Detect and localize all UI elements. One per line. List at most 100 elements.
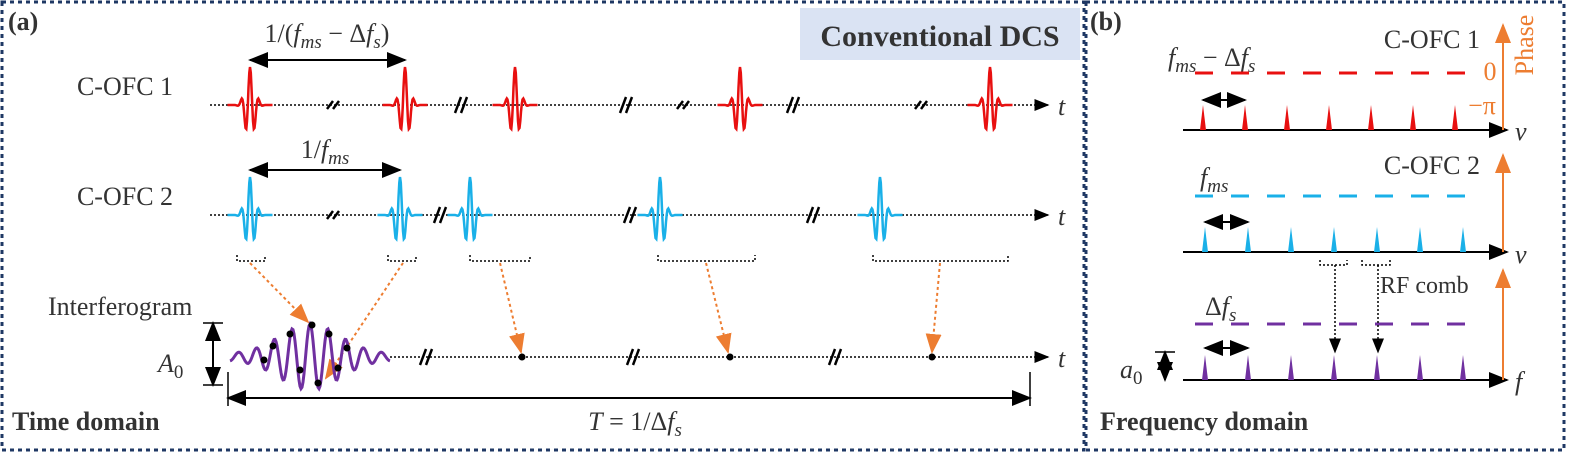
pulse: [492, 66, 538, 133]
comb-line: [1368, 105, 1374, 130]
comb-line: [1460, 355, 1466, 380]
axis-break: [628, 206, 638, 224]
axis-break: [618, 96, 628, 114]
comb-line: [1331, 227, 1337, 252]
comb-line: [1200, 105, 1206, 130]
orange-arrow: [249, 262, 310, 324]
axis-break: [682, 100, 690, 110]
axis-break: [432, 206, 442, 224]
sample-dot: [269, 342, 277, 350]
comb-line: [1374, 227, 1380, 252]
sample-dot: [286, 330, 294, 338]
axis-break: [438, 206, 448, 224]
comb2-label: C-OFC 2: [1384, 151, 1480, 180]
comb-line: [1331, 355, 1337, 380]
comb-line: [1245, 355, 1251, 380]
orange-arrow: [499, 262, 525, 354]
comb-line: [1460, 227, 1466, 252]
comb-line: [1417, 227, 1423, 252]
panel-b-border: [1084, 0, 1566, 452]
domain-label: Frequency domain: [1100, 407, 1309, 436]
sample-dot: [343, 344, 351, 352]
comb-line: [1202, 355, 1208, 380]
comb-line: [1410, 105, 1416, 130]
pulse: [382, 66, 428, 133]
orange-arrow: [925, 262, 942, 354]
sample-dot: [308, 321, 316, 329]
axis-break: [833, 348, 843, 366]
axis-break: [676, 100, 684, 110]
comb1-label: C-OFC 1: [77, 72, 173, 101]
axis-break: [418, 348, 428, 366]
axis-break: [459, 96, 469, 114]
period-label: 1/(fms − Δfs): [265, 19, 390, 53]
sample-dot: [325, 330, 333, 338]
interferogram-label: Interferogram: [48, 292, 192, 321]
axis-label: t: [1058, 344, 1066, 373]
phase-zero: 0: [1484, 57, 1497, 86]
axis-break: [424, 348, 434, 366]
comb-line: [1245, 227, 1251, 252]
comb-line: [1452, 105, 1458, 130]
pulse: [967, 66, 1013, 133]
bracket: [657, 255, 756, 262]
axis-break: [791, 96, 801, 114]
drawing: [203, 23, 1511, 406]
bracket: [469, 255, 531, 262]
amplitude-label: A0: [156, 349, 183, 383]
comb-line: [1202, 227, 1208, 252]
axis-break: [332, 210, 340, 220]
sample-dot: [296, 366, 304, 374]
pulse: [447, 176, 493, 243]
axis-break: [625, 348, 635, 366]
comb-line: [1288, 227, 1294, 252]
rep-label: 1/fms: [301, 135, 350, 169]
axis-label: t: [1058, 92, 1066, 121]
pulse: [637, 176, 683, 243]
bracket: [1319, 260, 1348, 266]
comb-line: [1326, 105, 1332, 130]
comb-line: [1242, 105, 1248, 130]
sample-dot: [334, 364, 342, 372]
axis-break: [827, 348, 837, 366]
comb2-label: C-OFC 2: [77, 182, 173, 211]
comb1-spacing: fms − Δfs: [1168, 43, 1255, 77]
sample-dot: [260, 356, 268, 364]
axis-break: [920, 100, 928, 110]
axis-break: [811, 206, 821, 224]
sample-dot: [928, 353, 936, 361]
axis-break: [453, 96, 463, 114]
badge: Conventional DCS: [820, 20, 1059, 53]
axis-break: [785, 96, 795, 114]
bracket: [872, 255, 1009, 262]
axis-break: [914, 100, 922, 110]
orange-arrow: [324, 262, 404, 380]
comb2-spacing: fms: [1200, 163, 1228, 197]
bracket: [1361, 260, 1391, 266]
rf-amplitude: a0: [1120, 355, 1143, 389]
axis-label: t: [1058, 202, 1066, 231]
pulse: [857, 176, 903, 243]
sample-dot: [518, 353, 526, 361]
pulse: [227, 66, 273, 133]
axis-break: [326, 100, 334, 110]
comb1-label: C-OFC 1: [1384, 25, 1480, 54]
domain-label: Time domain: [12, 407, 160, 436]
phase-label: Phase: [1510, 15, 1539, 76]
badge-bg: [800, 8, 1080, 60]
pulse: [377, 176, 423, 243]
bracket: [236, 255, 266, 262]
comb-line: [1288, 355, 1294, 380]
orange-arrow: [705, 262, 732, 354]
interferogram: [229, 320, 391, 392]
comb-line: [1417, 355, 1423, 380]
measure-label: T = 1/Δfs: [588, 407, 682, 441]
axis-break: [332, 100, 340, 110]
axis-label: ν: [1515, 117, 1527, 146]
axis-break: [805, 206, 815, 224]
axis-break: [622, 206, 632, 224]
axis-break: [326, 210, 334, 220]
axis-label: f: [1515, 367, 1526, 396]
sample-dot: [726, 353, 734, 361]
rf-comb-label: RF comb: [1380, 273, 1469, 299]
